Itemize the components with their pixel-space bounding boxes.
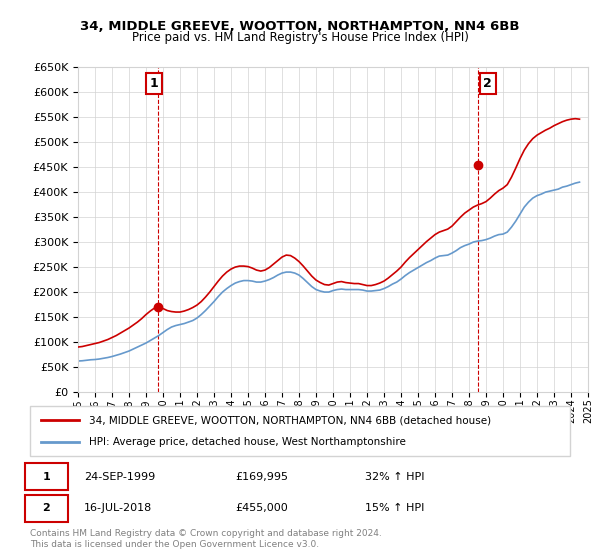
Text: 24-SEP-1999: 24-SEP-1999 bbox=[84, 472, 155, 482]
Text: 1: 1 bbox=[43, 472, 50, 482]
FancyBboxPatch shape bbox=[25, 463, 68, 490]
Text: 34, MIDDLE GREEVE, WOOTTON, NORTHAMPTON, NN4 6BB: 34, MIDDLE GREEVE, WOOTTON, NORTHAMPTON,… bbox=[80, 20, 520, 32]
Text: 15% ↑ HPI: 15% ↑ HPI bbox=[365, 503, 424, 514]
Text: 34, MIDDLE GREEVE, WOOTTON, NORTHAMPTON, NN4 6BB (detached house): 34, MIDDLE GREEVE, WOOTTON, NORTHAMPTON,… bbox=[89, 415, 491, 425]
Text: 2: 2 bbox=[43, 503, 50, 514]
Text: 32% ↑ HPI: 32% ↑ HPI bbox=[365, 472, 424, 482]
Text: HPI: Average price, detached house, West Northamptonshire: HPI: Average price, detached house, West… bbox=[89, 437, 406, 447]
Text: 1: 1 bbox=[150, 77, 158, 90]
Text: Price paid vs. HM Land Registry's House Price Index (HPI): Price paid vs. HM Land Registry's House … bbox=[131, 31, 469, 44]
Text: 2: 2 bbox=[483, 77, 492, 90]
Text: £169,995: £169,995 bbox=[235, 472, 288, 482]
FancyBboxPatch shape bbox=[25, 495, 68, 522]
Text: This data is licensed under the Open Government Licence v3.0.: This data is licensed under the Open Gov… bbox=[30, 540, 319, 549]
FancyBboxPatch shape bbox=[30, 406, 570, 456]
Text: 16-JUL-2018: 16-JUL-2018 bbox=[84, 503, 152, 514]
Text: £455,000: £455,000 bbox=[235, 503, 288, 514]
Text: Contains HM Land Registry data © Crown copyright and database right 2024.: Contains HM Land Registry data © Crown c… bbox=[30, 529, 382, 538]
